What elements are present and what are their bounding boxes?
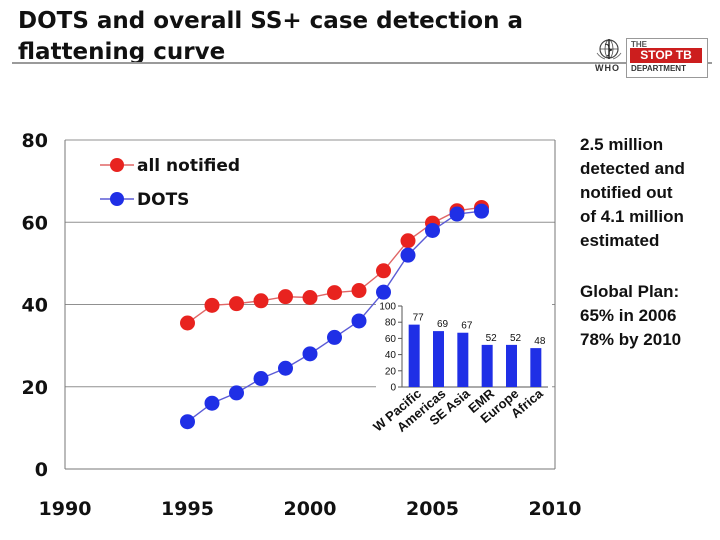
inset-bar-value: 67 [461,321,473,332]
data-point [253,293,269,309]
inset-y-tick-label: 40 [385,350,397,361]
stop-tb-logo: THE STOP TB DEPARTMENT [626,38,708,78]
data-point [180,414,195,430]
data-point [400,247,416,263]
series-dots [180,203,489,430]
inset-y-tick-label: 20 [385,366,397,377]
inset-y-tick-label: 80 [385,318,397,329]
data-point [204,395,220,411]
inset-y-tick-label: 100 [379,302,396,313]
inset-bar-value: 69 [437,319,449,330]
data-point [400,233,416,249]
x-tick-label: 1990 [39,498,92,520]
x-tick-label: 2000 [284,498,337,520]
data-point [253,371,269,387]
data-point [449,206,465,222]
inset-bar [433,331,444,387]
legend-marker [110,192,124,206]
y-tick-label: 0 [35,459,48,481]
inset-bar-value: 52 [486,333,498,344]
title-divider [12,62,712,64]
inset-bar-value: 77 [413,313,425,324]
legend-label: DOTS [137,190,189,210]
series [180,199,489,430]
inset-bar-value: 48 [534,336,546,347]
inset-y-tick-label: 60 [385,334,397,345]
detection-note: 2.5 million detected and notified out of… [580,135,685,250]
who-label: WHO [595,63,620,73]
data-point [278,360,293,376]
data-point [327,329,342,345]
data-point [278,289,293,305]
data-point [302,290,318,306]
inset-bar [408,324,420,387]
series-all-notified [180,199,489,331]
data-point [229,296,244,312]
data-point [376,284,391,300]
stop-tb-the-label: THE [631,40,647,49]
data-point [376,263,391,279]
global-plan-note: Global Plan: 65% in 2006 78% by 2010 [580,282,682,349]
y-tick-label: 60 [22,212,48,234]
logos: WHO THE STOP TB DEPARTMENT [592,36,708,78]
legend-label: all notified [137,156,240,176]
data-point [180,315,195,331]
inset-bar [481,344,493,387]
y-tick-label: 80 [22,130,48,152]
legend: all notified DOTS [100,156,240,210]
slide-title: DOTS and overall SS+ case detection a fl… [18,8,524,65]
data-point [351,313,367,329]
data-point [204,297,220,313]
x-tick-label: 2010 [529,498,582,520]
data-point [327,285,342,301]
data-point [474,203,489,219]
x-tick-label: 2005 [406,498,459,520]
inset-bar [530,348,542,387]
inset-bar [457,332,469,387]
who-emblem-icon [596,39,622,60]
stop-tb-main-label: STOP TB [630,48,702,63]
data-point [425,222,440,238]
stop-tb-department-label: DEPARTMENT [631,64,686,73]
inset-bar-value: 52 [510,333,522,344]
data-point [302,346,318,362]
y-tick-label: 20 [22,377,48,399]
inset-bar [506,344,517,387]
y-tick-label: 40 [22,295,48,317]
axes: 0 20 40 60 80 1990 1995 2000 2005 2010 [22,130,582,520]
data-point [351,283,367,299]
x-tick-label: 1995 [161,498,214,520]
data-point [229,385,244,401]
legend-marker [110,158,124,172]
inset-y-tick-label: 0 [390,383,396,394]
